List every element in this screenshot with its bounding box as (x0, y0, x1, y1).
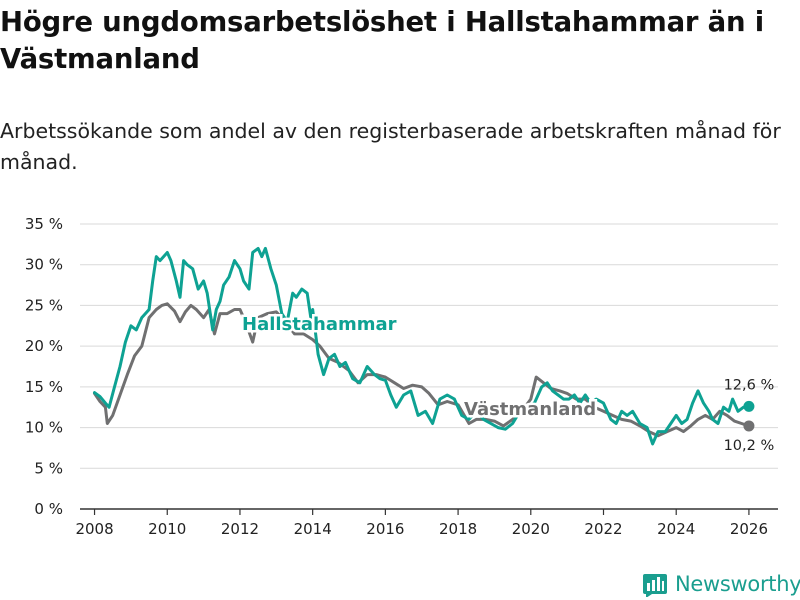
y-tick-label: 20 % (25, 337, 63, 355)
series-label-vastmanland: Västmanland (464, 399, 596, 420)
x-tick-label: 2010 (148, 520, 186, 538)
end-label-vastmanland: 10,2 % (724, 438, 775, 454)
y-tick-label: 25 % (25, 296, 63, 314)
newsworthy-logo: Newsworthy (643, 570, 800, 598)
chart-subtitle: Arbetssökande som andel av den registerb… (0, 119, 781, 174)
y-tick-label: 30 % (25, 256, 63, 274)
y-tick-label: 35 % (25, 215, 63, 233)
series-line-hallstahammar (93, 246, 751, 446)
chart-title: Högre ungdomsarbetslöshet i Hallstahamma… (0, 6, 764, 75)
logo-text: Newsworthy (675, 572, 800, 596)
x-tick-label: 2018 (439, 520, 477, 538)
end-marker-hallstahammar (743, 400, 755, 412)
end-marker-vastmanland (743, 420, 755, 432)
x-tick-label: 2024 (657, 520, 695, 538)
x-tick-label: 2026 (730, 520, 768, 538)
series-label-hallstahammar: Hallstahammar (242, 314, 397, 335)
y-tick-label: 5 % (34, 459, 63, 477)
y-tick-label: 0 % (34, 500, 63, 518)
y-tick-label: 10 % (25, 419, 63, 437)
series-line-vstmanland (93, 302, 751, 438)
bar-chart-logo-icon (643, 574, 667, 597)
x-tick-label: 2022 (584, 520, 622, 538)
x-tick-label: 2020 (512, 520, 550, 538)
end-label-hallstahammar: 12,6 % (724, 377, 775, 393)
x-tick-label: 2008 (75, 520, 113, 538)
x-tick-label: 2012 (221, 520, 259, 538)
x-tick-label: 2014 (294, 520, 332, 538)
y-tick-label: 15 % (25, 378, 63, 396)
x-tick-label: 2016 (366, 520, 404, 538)
